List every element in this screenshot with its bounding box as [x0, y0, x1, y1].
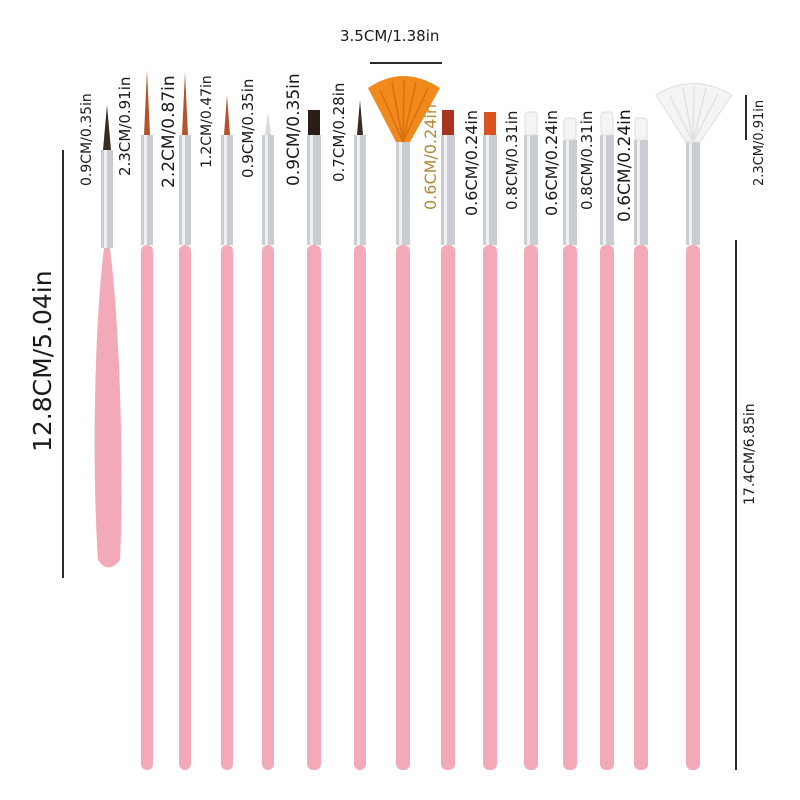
long-length-label: 17.4CM/6.85in: [742, 403, 758, 505]
brush-size-label: 0.6CM/0.24in: [421, 103, 440, 210]
brush-size-label: 0.6CM/0.24in: [615, 109, 635, 222]
brush-1-liner: [94, 105, 122, 568]
brush-size-label: 0.9CM/0.35in: [284, 73, 304, 186]
brush-size-label: 0.6CM/0.24in: [542, 109, 561, 216]
brush-3-striper: [179, 72, 191, 770]
total-length-label: 12.8CM/5.04in: [28, 270, 57, 452]
brush-14-white: [634, 117, 648, 770]
brush-10-flat-orange: [483, 112, 497, 770]
total-length-line: [62, 150, 64, 578]
brush-size-label: 0.6CM/0.24in: [462, 109, 481, 216]
brush-size-label: 0.9CM/0.35in: [79, 93, 95, 186]
brush-size-label: 2.3CM/0.91in: [116, 76, 134, 176]
brush-12-white: [563, 117, 577, 770]
right-fan-height-line: [745, 95, 747, 140]
fan-width-label: 3.5CM/1.38in: [340, 27, 440, 45]
brush-15-white-fan: [655, 83, 733, 770]
brush-size-label: 0.7CM/0.28in: [330, 82, 348, 182]
long-length-line: [735, 240, 737, 770]
fan-width-line: [370, 62, 442, 64]
brush-size-label: 2.2CM/0.87in: [159, 75, 179, 188]
brush-4-detail: [221, 95, 233, 770]
brush-11-white: [524, 111, 538, 770]
brush-9-flat-orange: [441, 110, 455, 770]
brush-13-white: [600, 111, 614, 770]
right-fan-height-label: 2.3CM/0.91in: [752, 99, 767, 186]
brush-size-label: 1.2CM/0.47in: [199, 75, 215, 168]
brush-size-label: 0.8CM/0.31in: [503, 110, 521, 210]
brush-size-label: 0.8CM/0.31in: [578, 110, 596, 210]
brush-5-detail: [262, 112, 274, 770]
brush-8-orange-fan: [368, 76, 440, 770]
brush-6-flat: [307, 110, 321, 770]
brush-7-liner: [354, 100, 366, 770]
brush-2-striper: [141, 70, 153, 770]
brush-size-label: 0.9CM/0.35in: [239, 78, 257, 178]
